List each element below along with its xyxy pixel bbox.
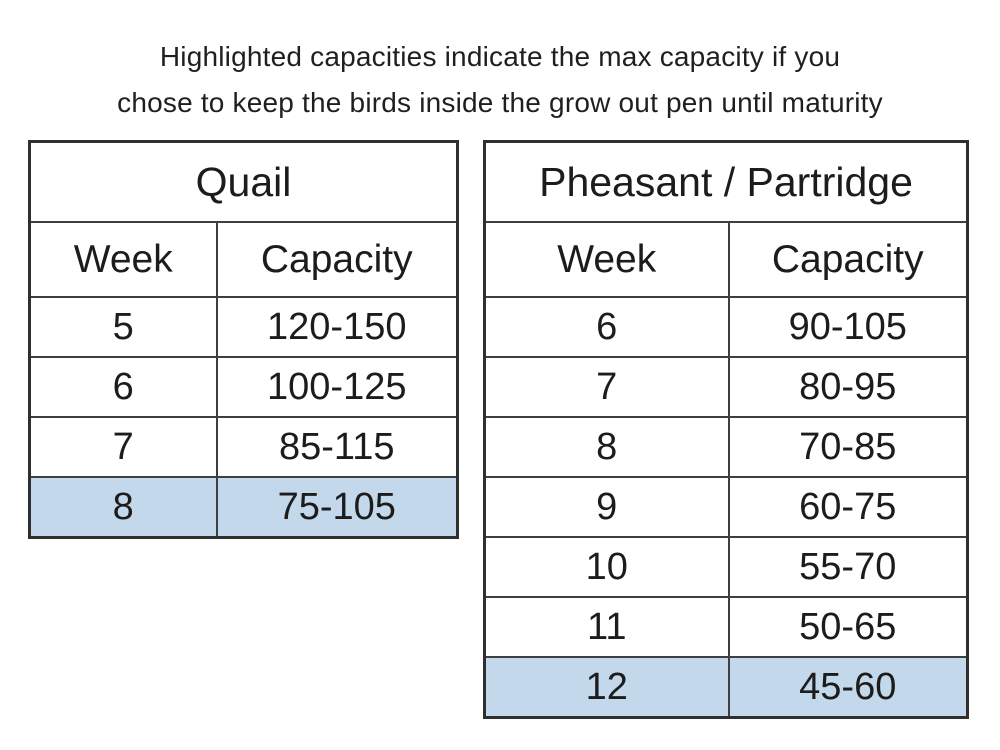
week-cell: 9 — [483, 476, 730, 538]
table-row: 6 90-105 — [483, 296, 969, 358]
week-cell: 7 — [483, 356, 730, 418]
quail-capacity-column-header: Capacity — [215, 221, 459, 298]
table-row-highlighted: 12 45-60 — [483, 656, 969, 719]
pheasant-table-title-row: Pheasant / Partridge — [483, 140, 969, 223]
table-row: 9 60-75 — [483, 476, 969, 538]
caption: Highlighted capacities indicate the max … — [0, 34, 1000, 126]
week-cell: 6 — [483, 296, 730, 358]
week-cell: 8 — [483, 416, 730, 478]
table-row: 6 100-125 — [28, 356, 459, 418]
pheasant-partridge-table: Pheasant / Partridge Week Capacity 6 90-… — [483, 140, 970, 719]
capacity-cell: 90-105 — [727, 296, 969, 358]
week-cell: 10 — [483, 536, 730, 598]
pheasant-table-header-row: Week Capacity — [483, 221, 969, 298]
week-cell: 7 — [28, 416, 218, 478]
quail-table-header-row: Week Capacity — [28, 221, 459, 298]
capacity-cell: 55-70 — [727, 536, 969, 598]
week-cell: 11 — [483, 596, 730, 658]
caption-line-1: Highlighted capacities indicate the max … — [159, 41, 841, 72]
capacity-cell: 100-125 — [215, 356, 459, 418]
capacity-cell: 70-85 — [727, 416, 969, 478]
capacity-cell: 50-65 — [727, 596, 969, 658]
capacity-cell: 45-60 — [727, 656, 969, 719]
week-cell: 12 — [483, 656, 730, 719]
quail-table: Quail Week Capacity 5 120-150 6 100-125 … — [28, 140, 459, 539]
pheasant-week-column-header: Week — [483, 221, 730, 298]
caption-line-2: chose to keep the birds inside the grow … — [117, 87, 883, 118]
capacity-cell: 85-115 — [215, 416, 459, 478]
capacity-cell: 75-105 — [215, 476, 459, 539]
week-cell: 5 — [28, 296, 218, 358]
capacity-cell: 60-75 — [727, 476, 969, 538]
table-row: 11 50-65 — [483, 596, 969, 658]
table-row: 8 70-85 — [483, 416, 969, 478]
quail-table-title: Quail — [28, 140, 459, 223]
pheasant-table-title: Pheasant / Partridge — [483, 140, 969, 223]
quail-table-title-row: Quail — [28, 140, 459, 223]
pheasant-capacity-column-header: Capacity — [727, 221, 969, 298]
week-cell: 6 — [28, 356, 218, 418]
table-row: 10 55-70 — [483, 536, 969, 598]
capacity-cell: 120-150 — [215, 296, 459, 358]
quail-week-column-header: Week — [28, 221, 218, 298]
table-row: 5 120-150 — [28, 296, 459, 358]
week-cell: 8 — [28, 476, 218, 539]
table-row: 7 85-115 — [28, 416, 459, 478]
capacity-cell: 80-95 — [727, 356, 969, 418]
table-row: 7 80-95 — [483, 356, 969, 418]
table-row-highlighted: 8 75-105 — [28, 476, 459, 539]
